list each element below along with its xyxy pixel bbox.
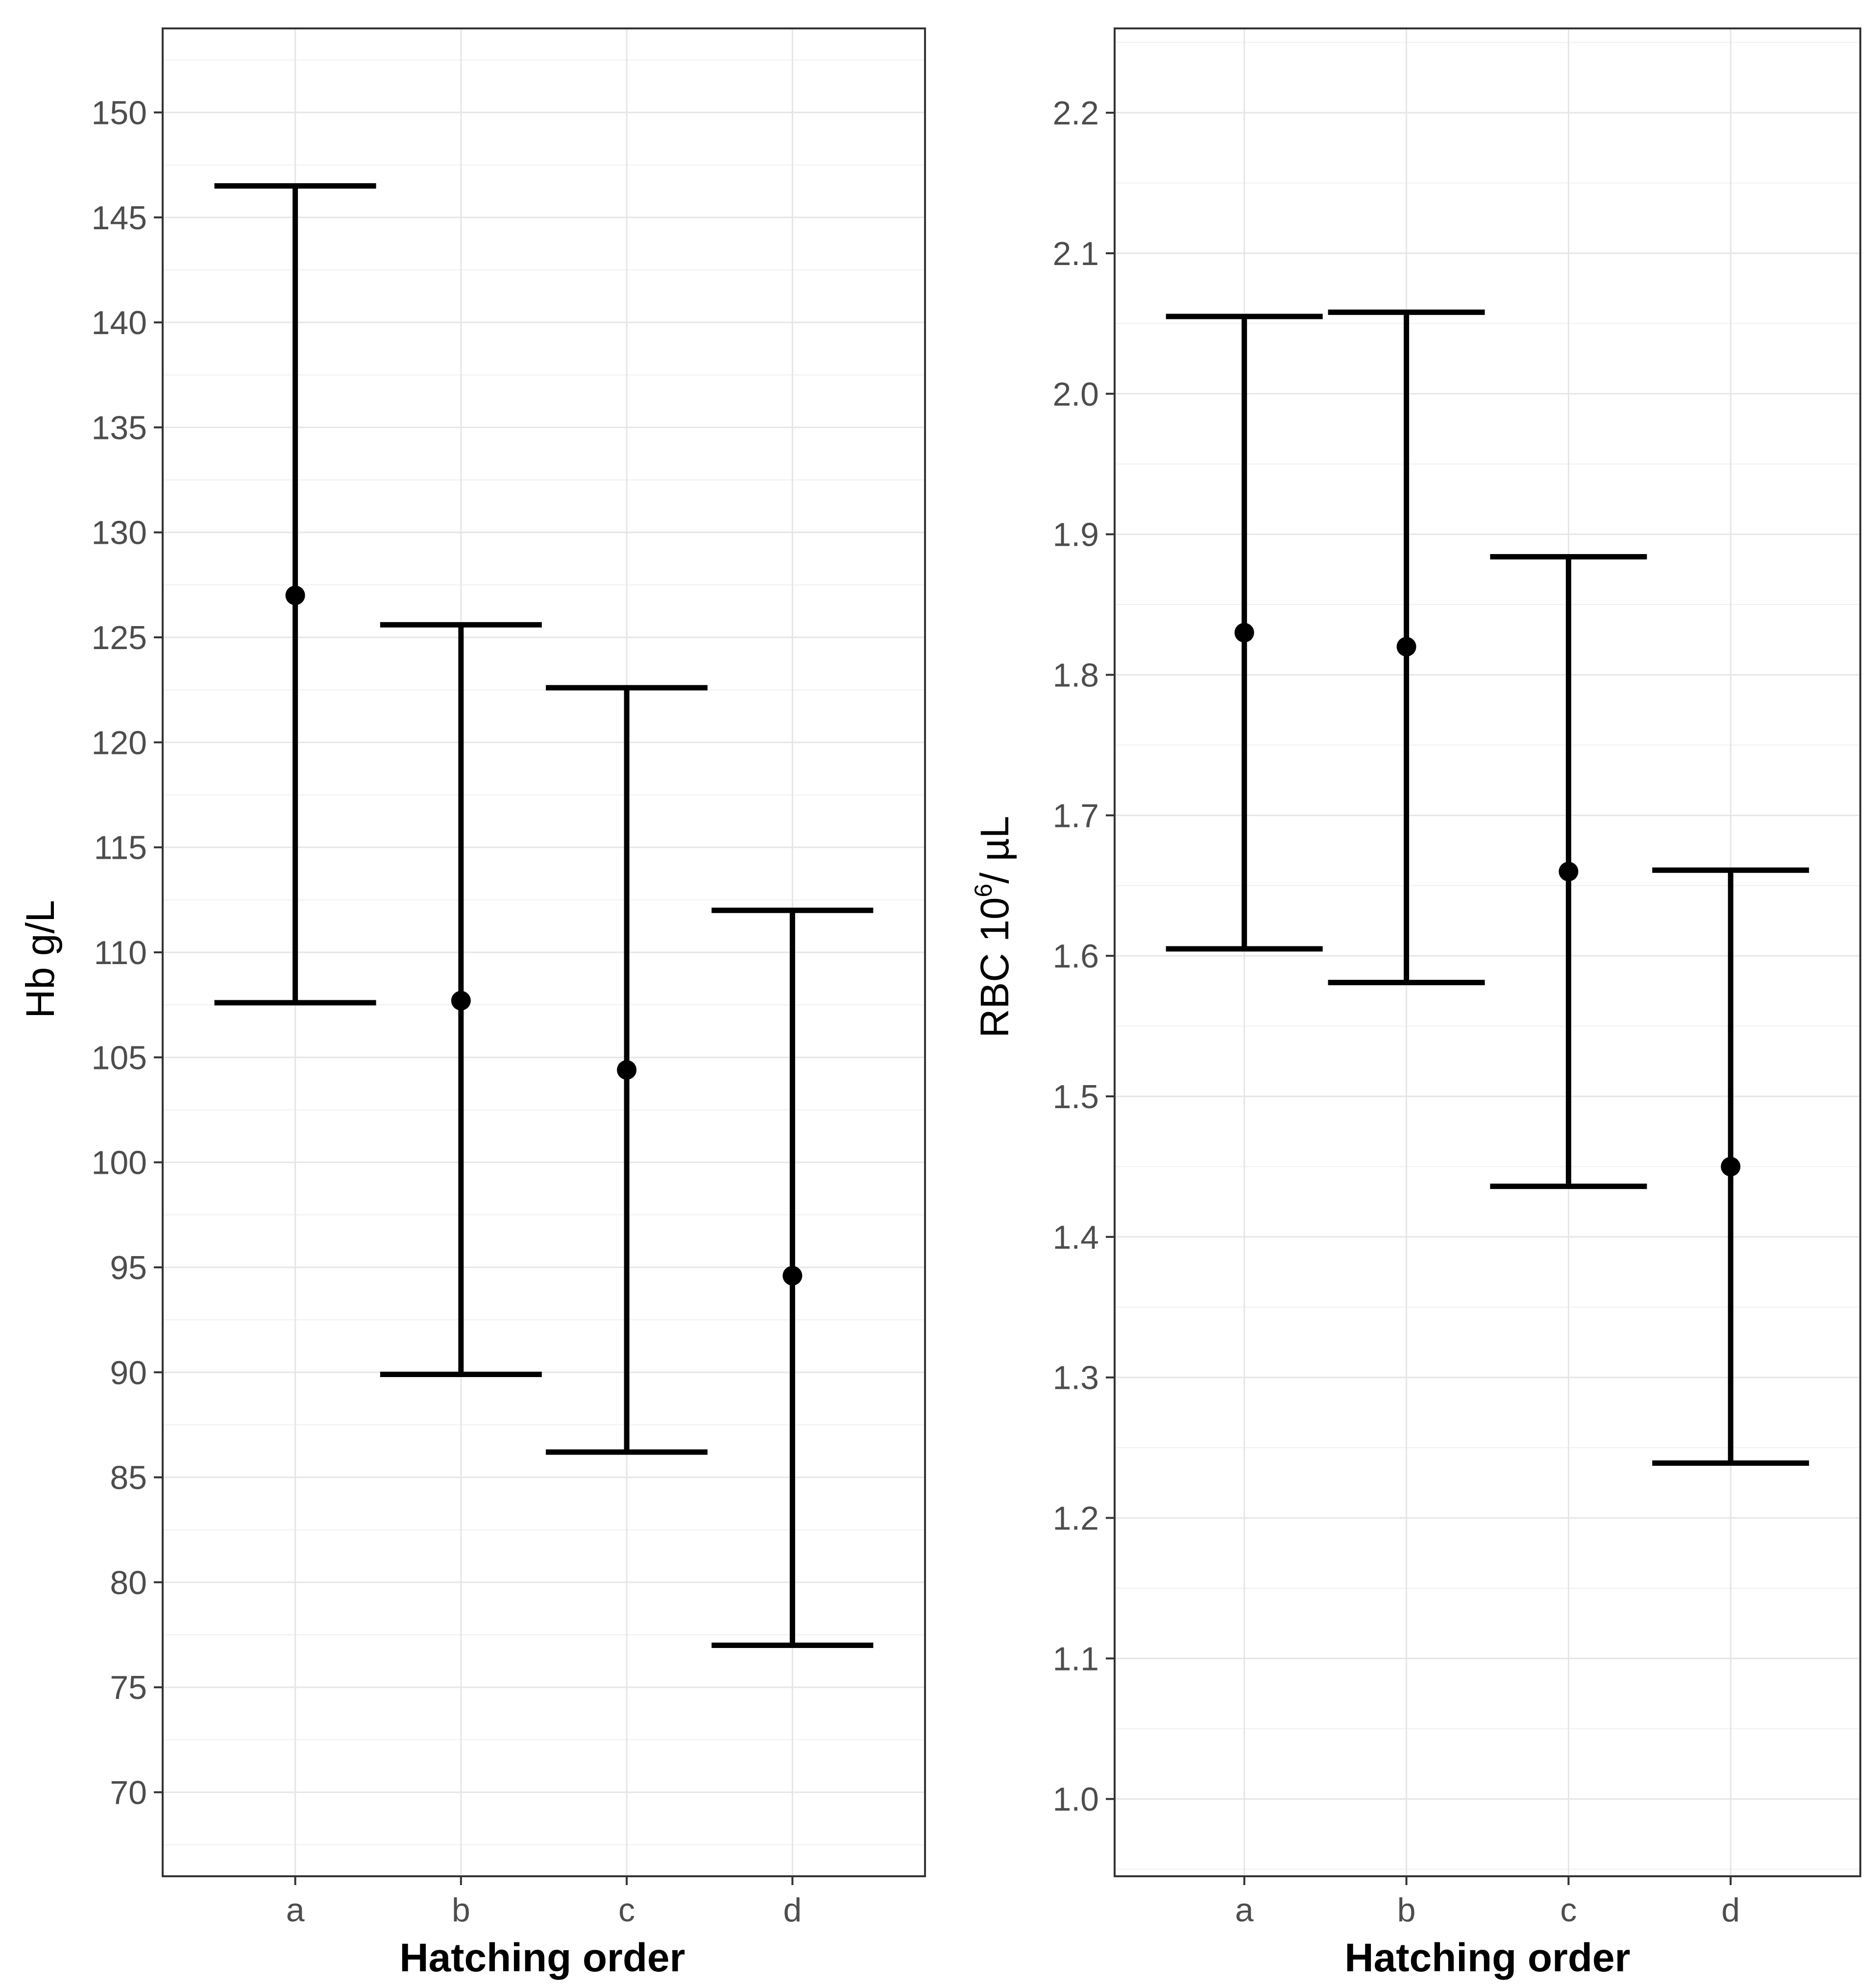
rbc-plot-frame (1114, 27, 1861, 1877)
rbc-y-axis-title: RBC 106/ µL (970, 816, 1017, 1038)
hb-ytick-label-3: 85 (110, 1459, 147, 1497)
hb-ytick-label-14: 140 (92, 304, 147, 341)
rbc-mean-point-d (1721, 1157, 1741, 1177)
hb-y-axis: 70 75 80 85 90 95 100 105 110 115 120 125 130 135 140 1… (92, 94, 163, 1812)
hb-ytick-label-7: 105 (92, 1039, 147, 1076)
hb-errorbar-c (546, 685, 708, 1455)
hb-ytick-label-10: 120 (92, 724, 147, 761)
hb-ytick-label-6: 100 (92, 1144, 147, 1182)
rbc-y-axis-title-sup: 6 (970, 884, 997, 897)
rbc-ytick-label-12: 2.2 (1052, 95, 1099, 132)
rbc-y-axis: 1.0 1.1 1.2 1.3 1.4 1.5 1.6 1.7 1.8 1.9 2.0 2.1 2.2 (1052, 95, 1115, 1818)
hb-xtick-label-2: c (618, 1891, 635, 1929)
rbc-ytick-label-11: 2.1 (1052, 235, 1099, 272)
rbc-mean-point-a (1234, 623, 1254, 643)
panel-red-blood-cells: 1.01.11.21.31.41.51.61.71.81.92.02.12.2 … (970, 27, 1861, 1980)
hb-ytick-label-11: 125 (92, 619, 147, 656)
rbc-ytick-label-3: 1.3 (1052, 1359, 1099, 1397)
rbc-data (1166, 309, 1809, 1466)
rbc-errorbar-a (1166, 314, 1323, 952)
rbc-ytick-label-0: 1.0 (1052, 1781, 1099, 1818)
hb-ytick-label-0: 70 (110, 1774, 147, 1812)
hb-errorbar-a (214, 183, 376, 1006)
hb-x-axis-title: Hatching order (399, 1936, 685, 1980)
hb-ytick-label-1: 75 (110, 1669, 147, 1706)
rbc-ytick-label-1: 1.1 (1052, 1640, 1099, 1677)
hb-ytick-label-5: 95 (110, 1249, 147, 1286)
hb-mean-point-a (285, 585, 305, 605)
hb-ytick-label-4: 90 (110, 1354, 147, 1391)
rbc-mean-point-c (1559, 862, 1579, 882)
rbc-ytick-label-2: 1.2 (1052, 1500, 1099, 1537)
rbc-errorbar-d (1652, 867, 1809, 1466)
rbc-y-axis-title-main: RBC 10 (973, 897, 1017, 1038)
hb-xtick-label-3: d (783, 1891, 802, 1929)
rbc-errorbar-b (1328, 309, 1485, 986)
hb-mean-point-c (617, 1060, 637, 1080)
rbc-xtick-label-0: a (1235, 1891, 1254, 1929)
hb-ytick-label-8: 110 (94, 934, 147, 971)
rbc-xtick-label-3: d (1721, 1891, 1740, 1929)
rbc-ytick-label-5: 1.5 (1052, 1078, 1099, 1115)
rbc-x-axis-title: Hatching order (1344, 1936, 1630, 1980)
hb-mean-point-b (451, 991, 471, 1011)
hb-mean-point-d (782, 1266, 803, 1286)
hb-errorbar-b (380, 622, 542, 1378)
hb-data (214, 183, 874, 1648)
rbc-x-axis: a b c d (1235, 1876, 1740, 1929)
rbc-errorbar-c (1490, 554, 1647, 1189)
rbc-ytick-label-4: 1.4 (1052, 1219, 1099, 1256)
rbc-xtick-label-1: b (1397, 1891, 1416, 1929)
panel-hemoglobin: 70 75 80 85 90 95 100 105 110 115 120 125 130 135 140 1… (18, 27, 926, 1980)
hb-ytick-label-13: 135 (92, 409, 147, 446)
hb-ytick-label-2: 80 (110, 1564, 147, 1601)
rbc-ytick-label-6: 1.6 (1052, 938, 1099, 975)
rbc-y-axis-title-tail: / µL (973, 816, 1017, 883)
hb-ytick-label-12: 130 (92, 514, 147, 552)
hb-x-axis: a b c d (286, 1876, 802, 1929)
hb-ytick-label-16: 150 (92, 94, 147, 131)
rbc-ytick-label-7: 1.7 (1052, 797, 1099, 834)
hb-ytick-label-9: 115 (94, 829, 147, 867)
rbc-ytick-label-10: 2.0 (1052, 376, 1099, 413)
hb-xtick-label-1: b (452, 1891, 470, 1929)
hb-xtick-label-0: a (286, 1891, 305, 1929)
rbc-xtick-label-2: c (1560, 1891, 1577, 1929)
rbc-mean-point-b (1396, 637, 1416, 657)
hb-y-axis-title: Hb g/L (18, 900, 63, 1018)
rbc-ytick-label-9: 1.9 (1052, 516, 1099, 554)
rbc-ytick-label-8: 1.8 (1052, 656, 1099, 694)
hb-ytick-label-15: 145 (92, 199, 147, 237)
hb-errorbar-d (711, 907, 874, 1648)
